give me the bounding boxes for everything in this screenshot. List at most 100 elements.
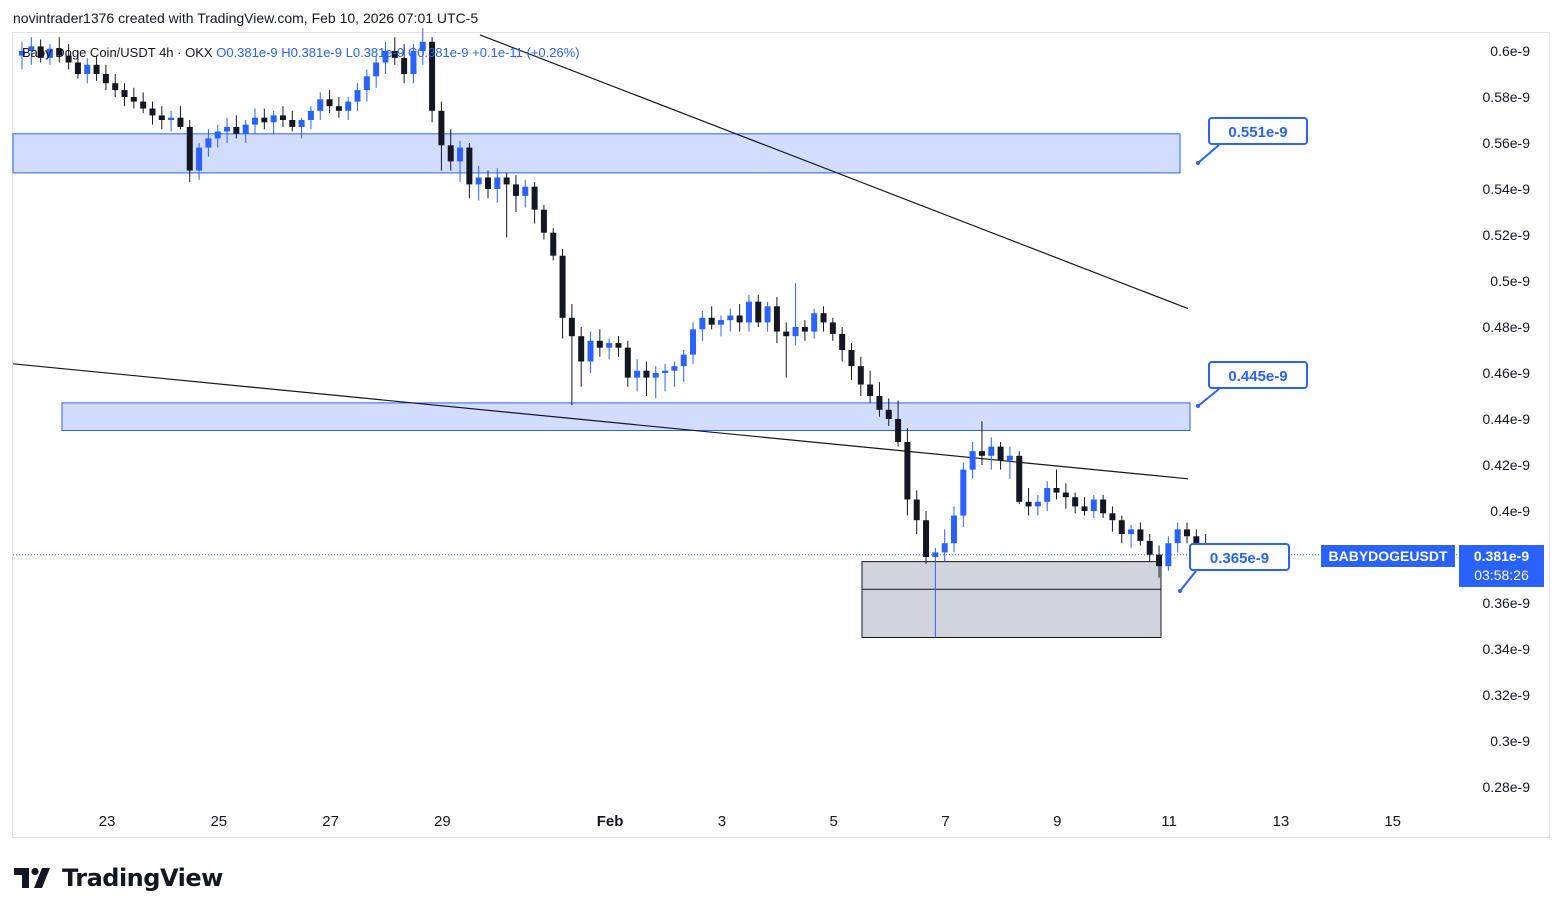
candle-body <box>550 232 557 256</box>
candle-body <box>485 177 491 189</box>
candle-body <box>158 115 165 120</box>
legend-interval: 4h <box>159 45 174 60</box>
candle-body <box>252 117 258 125</box>
candle-body <box>969 451 976 470</box>
candle-body <box>307 110 314 120</box>
candle-body <box>615 343 622 348</box>
candle-body <box>382 51 389 63</box>
candle-body <box>1174 529 1181 544</box>
price-tick-label: 0.56e-9 <box>1483 135 1531 151</box>
candle-body <box>438 110 445 146</box>
callout-anchor <box>1196 161 1200 165</box>
callout-0365[interactable]: 0.365e-9 <box>1189 543 1290 571</box>
chart-frame <box>12 32 1550 838</box>
candle-body <box>1053 488 1060 493</box>
time-axis: 23 25 27 29 Feb 3 5 7 9 11 13 15 <box>99 813 1401 830</box>
trendlines-layer <box>12 34 1458 556</box>
candle-body <box>745 301 752 323</box>
time-tick-label: 11 <box>1161 813 1177 830</box>
legend-high: H0.381e-9 <box>281 45 342 60</box>
candle-body <box>140 101 147 109</box>
zone-rect <box>61 402 1191 431</box>
legend-exchange: OKX <box>185 45 213 60</box>
price-tick-label: 0.4e-9 <box>1490 503 1530 519</box>
candle-body <box>475 177 482 185</box>
callout-0551[interactable]: 0.551e-9 <box>1208 117 1308 145</box>
time-tick-label: 29 <box>434 813 451 830</box>
candle-body <box>512 184 519 196</box>
price-tick-label: 0.58e-9 <box>1483 89 1531 105</box>
candle-body <box>820 313 827 323</box>
time-tick-label: 23 <box>99 813 116 830</box>
bar-countdown: 03:58:26 <box>1474 567 1529 583</box>
candle-body <box>28 46 35 51</box>
candle-body <box>867 384 874 396</box>
candle-body <box>335 106 342 111</box>
callout-leader <box>1179 570 1197 592</box>
candle-body <box>224 126 231 132</box>
price-tick-label: 0.32e-9 <box>1483 687 1531 703</box>
candle-body <box>913 499 920 521</box>
time-tick-label: 5 <box>830 813 838 830</box>
candle-body <box>214 131 221 139</box>
candle-body <box>1081 506 1088 511</box>
candle-body <box>1100 499 1107 514</box>
price-tick-label: 0.48e-9 <box>1483 319 1531 335</box>
tradingview-logo-icon <box>14 867 50 888</box>
time-tick-label: 13 <box>1273 813 1290 830</box>
candle-body <box>596 340 603 348</box>
candles-layer <box>19 28 1218 638</box>
candle-body <box>568 317 575 337</box>
callout-0445[interactable]: 0.445e-9 <box>1208 361 1308 389</box>
candle-body <box>662 370 669 373</box>
candle-body <box>494 177 501 189</box>
candle-body <box>354 90 361 102</box>
candle-body <box>19 51 25 56</box>
candle-body <box>466 147 473 185</box>
candle-body <box>56 48 63 56</box>
zone-rect <box>861 561 1162 638</box>
tradingview-wordmark: TradingView <box>62 864 223 892</box>
candle-body <box>37 46 44 58</box>
price-tick-label: 0.54e-9 <box>1483 181 1531 197</box>
callout-leader <box>1197 388 1220 407</box>
candle-body <box>783 331 790 337</box>
candle-body <box>811 313 818 332</box>
candle-body <box>718 320 724 325</box>
callout-anchor <box>1178 589 1182 593</box>
candle-body <box>196 147 203 171</box>
candle-body <box>540 209 547 233</box>
candle-body <box>1165 543 1172 567</box>
candle-body <box>205 138 212 148</box>
candle-body <box>46 48 53 58</box>
trendline <box>479 34 1189 310</box>
candle-body <box>848 350 855 367</box>
candle-body <box>1118 520 1125 534</box>
candle-body <box>503 177 510 185</box>
candle-body <box>652 373 659 378</box>
candle-body <box>634 370 641 378</box>
candle-body <box>624 347 631 378</box>
candle-body <box>559 255 566 318</box>
candle-body <box>578 336 585 362</box>
candle-body <box>317 99 324 111</box>
zones-layer <box>12 133 1191 638</box>
candle-body <box>690 329 697 355</box>
candle-body <box>289 120 296 127</box>
tradingview-logo[interactable]: TradingView <box>14 864 223 892</box>
candle-body <box>522 186 529 196</box>
candle-body <box>801 327 808 332</box>
candle-body <box>261 117 268 123</box>
symbol-price-tag: BABYDOGEUSDT <box>1321 545 1455 567</box>
price-tick-label: 0.42e-9 <box>1483 457 1531 473</box>
legend-symbol[interactable]: Baby Doge Coin/USDT <box>22 45 156 60</box>
candle-body <box>997 446 1004 461</box>
candle-body <box>736 315 743 323</box>
candle-body <box>447 145 454 162</box>
time-tick-label: 15 <box>1384 813 1401 830</box>
candle-body <box>149 108 156 116</box>
time-tick-label: 3 <box>718 813 726 830</box>
candle-body <box>410 51 417 74</box>
candle-body <box>186 126 193 171</box>
